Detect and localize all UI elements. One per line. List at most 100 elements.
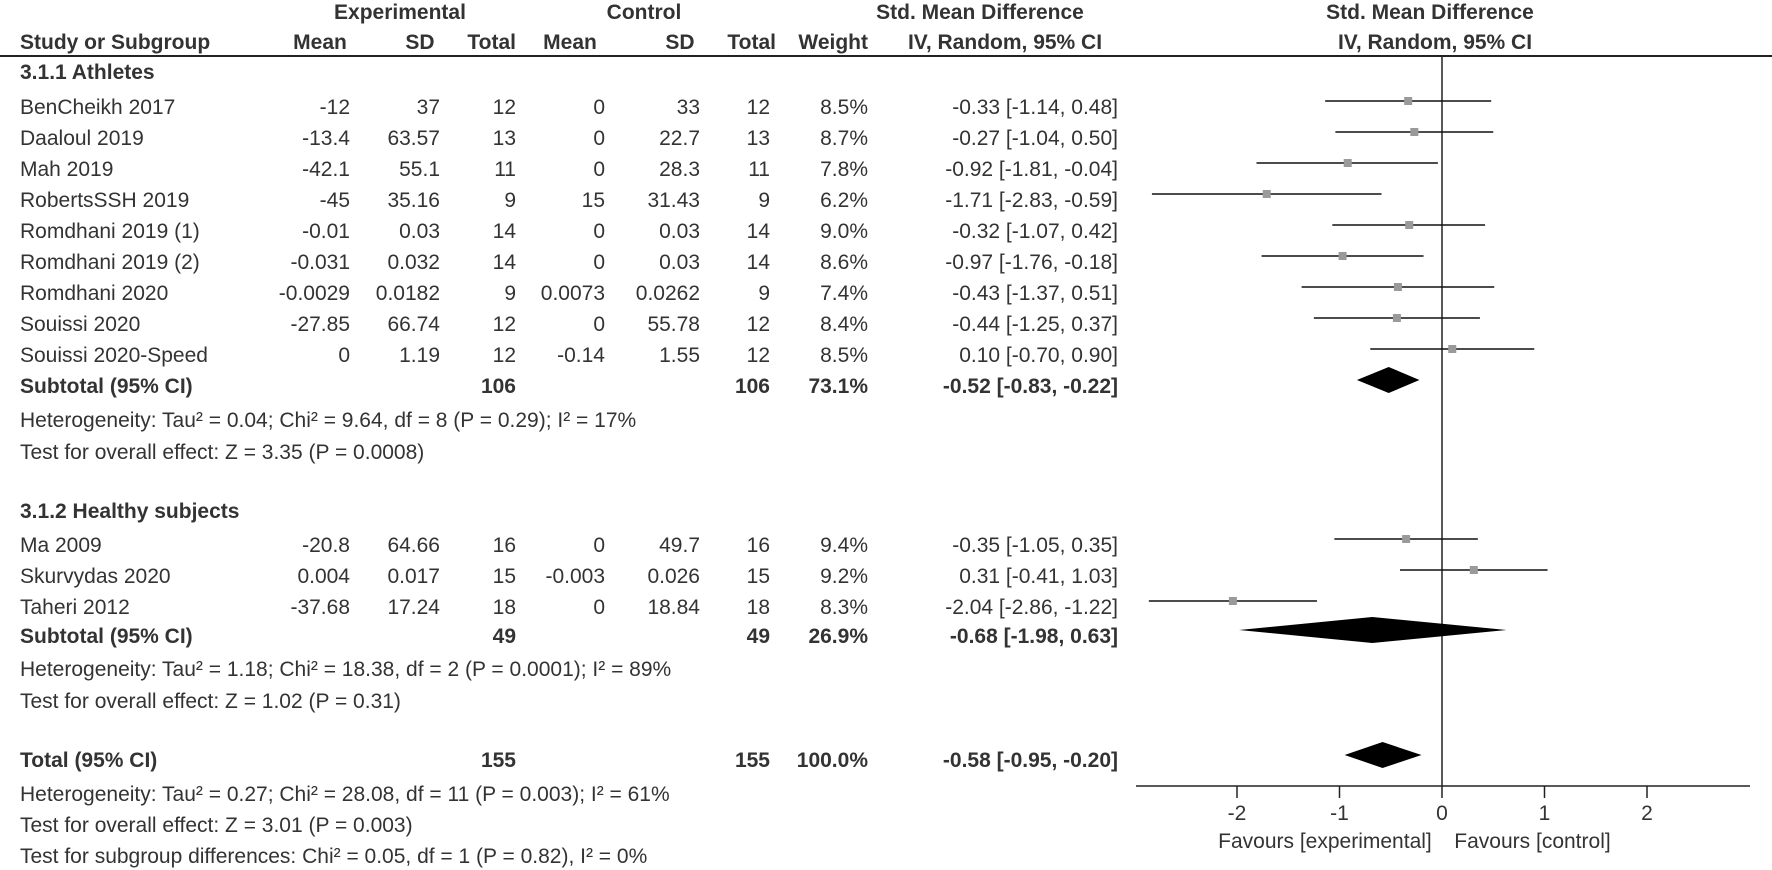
overall-effect-text: Test for overall effect: Z = 3.35 (P = 0…: [20, 441, 425, 464]
total-exp: 12: [492, 96, 516, 119]
mean-ctl: -0.14: [557, 344, 605, 367]
total-total-ctl: 155: [734, 749, 770, 772]
effect-ci: -0.92 [-1.81, -0.04]: [945, 158, 1118, 181]
subtotal-weight: 73.1%: [808, 375, 868, 398]
total-ctl: 12: [746, 96, 770, 119]
weight: 8.6%: [820, 251, 868, 274]
x-tick-label: -2: [1228, 802, 1247, 825]
study-name: Ma 2009: [20, 534, 102, 557]
total-exp: 12: [492, 344, 516, 367]
study-name: Taheri 2012: [20, 596, 130, 619]
header-total-ctl: Total: [727, 31, 776, 54]
subtotal-weight: 26.9%: [808, 625, 868, 648]
point-estimate: [1393, 283, 1402, 291]
effect-ci: -0.32 [-1.07, 0.42]: [952, 220, 1118, 243]
header-total-exp: Total: [467, 31, 516, 54]
header-study: Study or Subgroup: [20, 31, 211, 54]
subtotal-total-ctl: 49: [746, 625, 770, 648]
mean-ctl: 0: [593, 127, 605, 150]
summary-diamond: [1344, 742, 1422, 768]
effect-ci: -1.71 [-2.83, -0.59]: [945, 189, 1118, 212]
summary-diamond: [1239, 617, 1507, 643]
effect-ci: -0.43 [-1.37, 0.51]: [952, 282, 1118, 305]
sd-ctl: 18.84: [647, 596, 700, 619]
mean-ctl: 0: [593, 96, 605, 119]
mean-exp: -45: [319, 189, 350, 212]
subtotal-label: Subtotal (95% CI): [20, 375, 193, 398]
subgroup-differences-text: Test for subgroup differences: Chi² = 0.…: [20, 845, 648, 868]
weight: 9.0%: [820, 220, 868, 243]
point-estimate: [1405, 221, 1414, 229]
table-row: BenCheikh 2017 -12 37 12 0 33 12 8.5% -0…: [0, 95, 1130, 127]
mean-exp: -12: [319, 96, 350, 119]
table-row: Taheri 2012 -37.68 17.24 18 0 18.84 18 8…: [0, 595, 1130, 627]
point-estimate: [1228, 597, 1237, 605]
weight: 7.8%: [820, 158, 868, 181]
total-total-exp: 155: [480, 749, 516, 772]
x-tick-label: 1: [1539, 802, 1551, 825]
group-title-athletes: 3.1.1 Athletes: [20, 61, 155, 84]
mean-ctl: 15: [581, 189, 605, 212]
subtotal-total-exp: 106: [480, 375, 516, 398]
mean-ctl: 0.0073: [540, 282, 605, 305]
total-exp: 18: [492, 596, 516, 619]
total-exp: 12: [492, 313, 516, 336]
mean-exp: -0.0029: [278, 282, 350, 305]
total-ctl: 9: [758, 282, 770, 305]
study-name: Romdhani 2020: [20, 282, 169, 305]
summary-diamond: [1356, 367, 1420, 393]
sd-exp: 37: [416, 96, 440, 119]
mean-exp: -0.01: [302, 220, 350, 243]
sd-exp: 64.66: [387, 534, 440, 557]
sd-ctl: 33: [676, 96, 700, 119]
sd-ctl: 0.026: [647, 565, 700, 588]
study-name: Romdhani 2019 (1): [20, 220, 200, 243]
effect-ci: 0.10 [-0.70, 0.90]: [959, 344, 1118, 367]
favours-experimental-label: Favours [experimental]: [1218, 830, 1432, 853]
study-name: Mah 2019: [20, 158, 114, 181]
table-row: Mah 2019 -42.1 55.1 11 0 28.3 11 7.8% -0…: [0, 157, 1130, 189]
table-row: Romdhani 2019 (2) -0.031 0.032 14 0 0.03…: [0, 250, 1130, 282]
effect-ci: 0.31 [-0.41, 1.03]: [959, 565, 1118, 588]
mean-exp: 0: [338, 344, 350, 367]
study-name: Romdhani 2019 (2): [20, 251, 200, 274]
subtotal-ci: -0.68 [-1.98, 0.63]: [949, 625, 1118, 648]
effect-ci: -0.44 [-1.25, 0.37]: [952, 313, 1118, 336]
header-weight: Weight: [798, 31, 868, 54]
weight: 8.5%: [820, 96, 868, 119]
total-ctl: 12: [746, 313, 770, 336]
total-row: Total (95% CI) 155 155 100.0% -0.58 [-0.…: [0, 748, 1130, 780]
sd-exp: 0.0182: [375, 282, 440, 305]
mean-exp: -0.031: [290, 251, 350, 274]
mean-ctl: 0: [593, 220, 605, 243]
effect-ci: -2.04 [-2.86, -1.22]: [945, 596, 1118, 619]
sd-ctl: 0.03: [659, 251, 700, 274]
header-experimental: Experimental: [334, 1, 466, 24]
header-ci-table: IV, Random, 95% CI: [907, 31, 1103, 54]
total-ci: -0.58 [-0.95, -0.20]: [942, 749, 1118, 772]
sd-ctl: 55.78: [647, 313, 700, 336]
total-heterogeneity-text: Heterogeneity: Tau² = 0.27; Chi² = 28.08…: [20, 783, 670, 806]
mean-exp: -27.85: [290, 313, 350, 336]
sd-exp: 17.24: [387, 596, 440, 619]
table-row: Ma 2009 -20.8 64.66 16 0 49.7 16 9.4% -0…: [0, 533, 1130, 565]
sd-exp: 0.017: [387, 565, 440, 588]
total-exp: 9: [504, 282, 516, 305]
total-ctl: 18: [746, 596, 770, 619]
total-ctl: 15: [746, 565, 770, 588]
weight: 9.2%: [820, 565, 868, 588]
point-estimate: [1448, 345, 1457, 353]
x-tick-label: -1: [1330, 802, 1349, 825]
mean-ctl: -0.003: [545, 565, 605, 588]
weight: 8.5%: [820, 344, 868, 367]
mean-exp: -42.1: [302, 158, 350, 181]
sd-exp: 0.03: [399, 220, 440, 243]
sd-ctl: 22.7: [659, 127, 700, 150]
group-title-healthy: 3.1.2 Healthy subjects: [20, 500, 240, 523]
table-row: Romdhani 2019 (1) -0.01 0.03 14 0 0.03 1…: [0, 219, 1130, 251]
table-row: Romdhani 2020 -0.0029 0.0182 9 0.0073 0.…: [0, 281, 1130, 313]
effect-ci: -0.33 [-1.14, 0.48]: [952, 96, 1118, 119]
sd-ctl: 49.7: [659, 534, 700, 557]
total-ctl: 11: [748, 158, 770, 181]
header-smd-table: Std. Mean Difference: [876, 1, 1084, 24]
